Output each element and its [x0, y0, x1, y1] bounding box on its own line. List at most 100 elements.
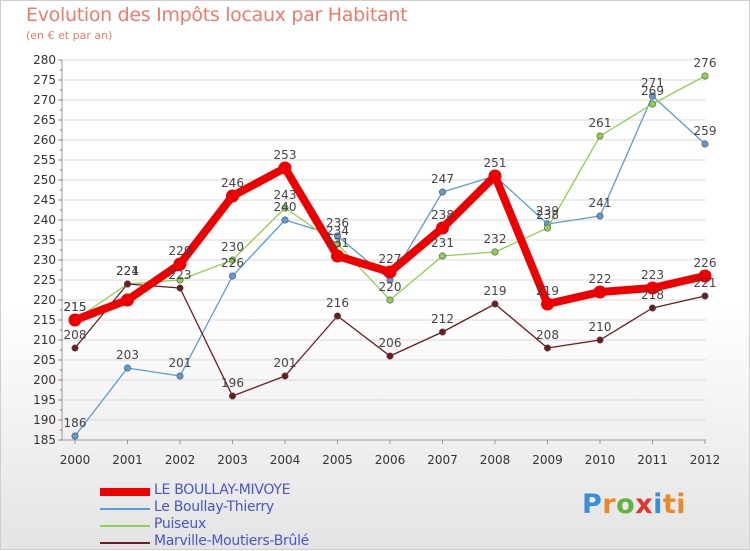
- x-tick-label: 2012: [690, 453, 721, 467]
- data-label: 243: [274, 188, 297, 202]
- data-point: [226, 189, 239, 203]
- data-point: [701, 72, 709, 80]
- data-label: 216: [326, 296, 349, 310]
- data-point: [176, 276, 184, 284]
- data-label: 219: [484, 284, 507, 298]
- data-label: 261: [589, 116, 612, 130]
- data-point: [173, 257, 187, 271]
- legend-swatch: [100, 542, 150, 544]
- data-label: 222: [589, 272, 612, 286]
- data-point: [281, 204, 289, 212]
- data-label: 224: [116, 264, 139, 278]
- data-point: [71, 344, 79, 352]
- legend-label: Le Boullay-Thierry: [154, 499, 274, 515]
- data-point: [438, 328, 446, 336]
- y-tick-label: 230: [33, 253, 56, 267]
- data-point: [436, 221, 449, 235]
- data-label: 269: [641, 84, 664, 98]
- data-point: [124, 280, 132, 288]
- data-label: 232: [484, 232, 507, 246]
- data-label: 201: [169, 356, 192, 370]
- data-point: [541, 297, 554, 311]
- logo-letter: r: [602, 489, 617, 520]
- data-label-layer: 1862032012262402362472392412712592152242…: [64, 56, 717, 430]
- y-tick-label: 190: [33, 413, 56, 427]
- data-label: 206: [379, 336, 402, 350]
- data-label: 240: [274, 200, 297, 214]
- y-tick-label: 240: [33, 213, 56, 227]
- logo-letter: i: [653, 489, 663, 520]
- data-label: 231: [326, 236, 349, 250]
- data-label: 223: [641, 268, 664, 282]
- data-point: [229, 256, 237, 264]
- data-label: 231: [431, 236, 454, 250]
- data-label: 186: [64, 416, 87, 430]
- data-label: 230: [221, 240, 244, 254]
- data-point: [278, 161, 292, 175]
- data-label: 208: [64, 328, 87, 342]
- y-tick-label: 265: [33, 113, 56, 127]
- y-tick-label: 245: [33, 193, 56, 207]
- data-label: 201: [274, 356, 297, 370]
- data-label: 259: [694, 124, 717, 138]
- data-label: 196: [221, 376, 244, 390]
- y-tick-label: 275: [33, 73, 56, 87]
- data-point: [646, 281, 659, 295]
- data-point: [698, 269, 712, 283]
- legend-label: LE BOULLAY-MIVOYE: [154, 482, 291, 498]
- data-label: 221: [694, 276, 717, 290]
- data-point: [176, 372, 184, 380]
- data-point: [176, 284, 184, 292]
- y-tick-label: 205: [33, 353, 56, 367]
- series-layer: [68, 72, 712, 440]
- data-label: 219: [536, 284, 559, 298]
- y-tick-label: 200: [33, 373, 56, 387]
- data-label: 271: [641, 76, 664, 90]
- y-tick-label: 235: [33, 233, 56, 247]
- data-label: 223: [169, 268, 192, 282]
- data-point: [124, 364, 132, 372]
- y-tick-label: 215: [33, 313, 56, 327]
- legend-swatch: [100, 525, 150, 527]
- data-point: [491, 248, 499, 256]
- logo-letter: ti: [662, 489, 687, 520]
- chart-title: Evolution des Impôts locaux par Habitant: [26, 4, 408, 26]
- data-label: 220: [379, 280, 402, 294]
- data-point: [386, 352, 394, 360]
- y-tick-label: 270: [33, 93, 56, 107]
- y-tick-label: 210: [33, 333, 56, 347]
- data-label: 276: [694, 56, 717, 70]
- y-tick-label: 225: [33, 273, 56, 287]
- data-point: [701, 292, 709, 300]
- x-tick-label: 2001: [112, 453, 143, 467]
- legend-label: Puiseux: [154, 516, 206, 532]
- data-point: [71, 432, 79, 440]
- data-label: 226: [694, 256, 717, 270]
- x-tick-label: 2004: [270, 453, 301, 467]
- legend-label: Marville-Moutiers-Brûlé: [154, 533, 309, 549]
- axis-layer: 185 190 195 200 205 210 215 220 225 230 235 240 245 2…: [33, 53, 720, 467]
- y-tick-label: 255: [33, 153, 56, 167]
- data-label: 221: [116, 264, 139, 278]
- x-tick-label: 2005: [322, 453, 353, 467]
- x-tick-label: 2002: [165, 453, 196, 467]
- data-point: [229, 272, 237, 280]
- data-label: 218: [641, 288, 664, 302]
- x-tick-label: 2011: [637, 453, 668, 467]
- data-label: 229: [169, 244, 192, 258]
- logo-letter: x: [635, 489, 654, 520]
- x-tick-label: 2006: [375, 453, 406, 467]
- data-label: 253: [274, 148, 297, 162]
- x-tick-label: 2007: [427, 453, 458, 467]
- data-label: 226: [221, 256, 244, 270]
- x-tick-label: 2008: [480, 453, 511, 467]
- data-point: [491, 300, 499, 308]
- y-tick-label: 250: [33, 173, 56, 187]
- data-point: [593, 285, 607, 299]
- data-point: [648, 100, 656, 108]
- data-point: [648, 92, 656, 100]
- data-point: [438, 252, 446, 260]
- logo-letter: o: [616, 489, 636, 520]
